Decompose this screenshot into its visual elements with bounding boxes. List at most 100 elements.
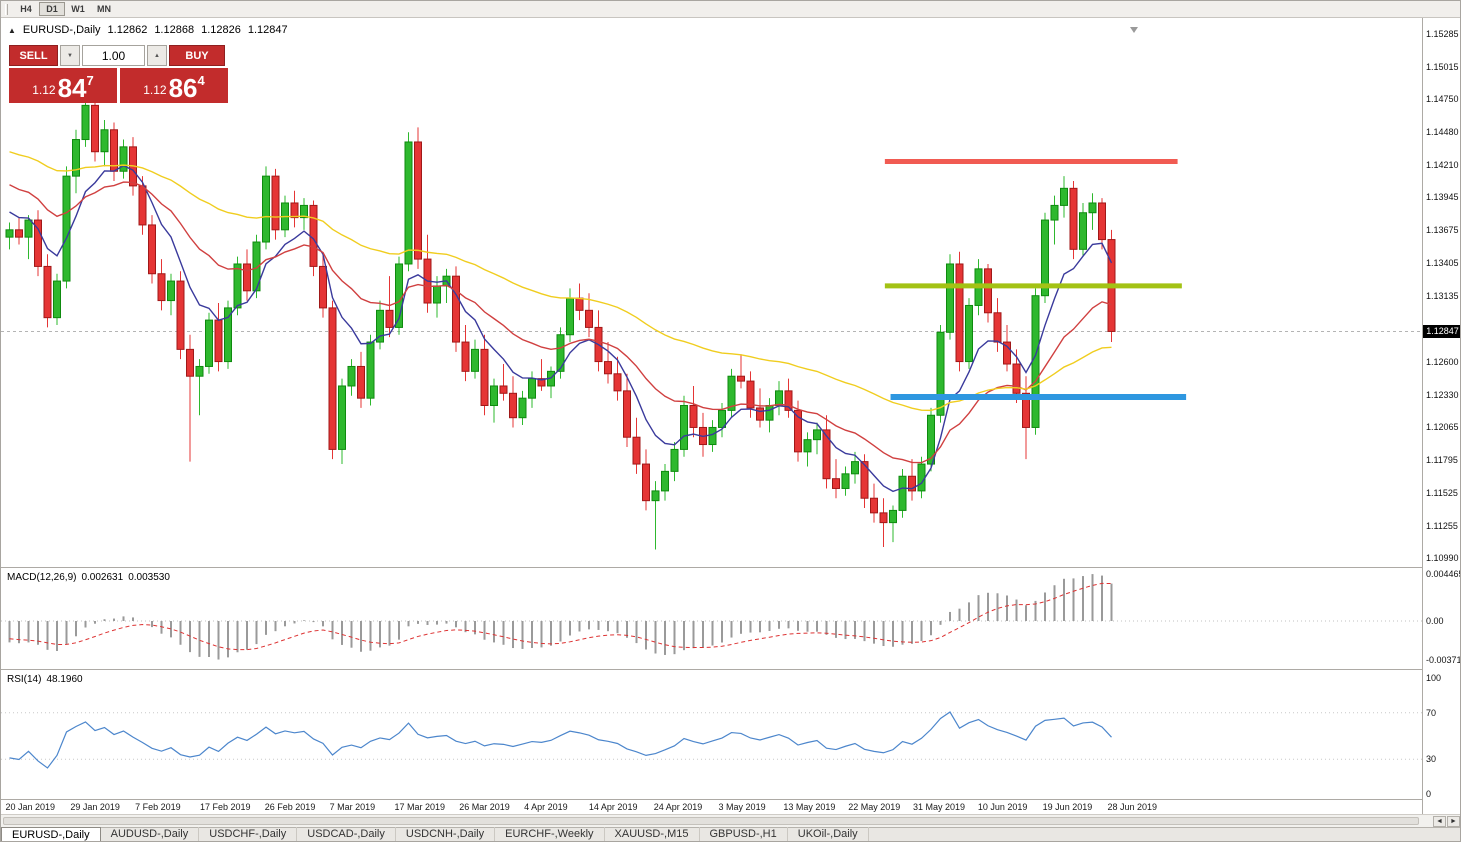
price-axis-label: 1.14750 [1426,94,1459,105]
price-axis-label: 1.15015 [1426,61,1459,72]
price-axis[interactable]: 1.15285 1.15015 1.14750 1.14480 1.14210 1.139… [1423,18,1461,814]
chart-tab[interactable]: USDCHF-,Daily [199,827,298,841]
timeframe-mn-button[interactable]: MN [91,2,117,16]
ohlc-close: 1.12847 [247,24,288,36]
price-axis-label: 1.12600 [1426,356,1459,367]
volume-input[interactable] [82,45,145,66]
macd-indicator-pane[interactable] [1,568,1422,669]
bid-price-tag: 1.12847 [1423,324,1460,338]
pane-separator[interactable] [1,669,1460,670]
sell-price-pip: 7 [86,73,94,88]
macd-signal-value: 0.003530 [128,572,170,583]
pane-separator[interactable] [1,799,1460,800]
rsi-axis-label: 70 [1426,707,1437,718]
date-axis[interactable]: 20 Jan 2019 29 Jan 2019 7 Feb 2019 17 Feb 2… [1,800,1422,814]
chart-scrollbar: ◄ ► [1,814,1460,827]
rsi-value: 48.1960 [46,674,83,685]
price-axis-label: 1.12330 [1426,389,1459,400]
volume-up-button[interactable]: ▲ [147,45,167,66]
chevron-up-icon: ▲ [154,52,160,59]
price-axis-label: 1.13945 [1426,192,1459,203]
moving-average-8 [9,164,1113,493]
macd-axis-label: -0.003715 [1426,655,1460,665]
date-axis-label: 10 Jun 2019 [977,802,1028,812]
macd-axis-label: 0.004465 [1426,569,1461,579]
chart-symbol-icon: ▲ [8,25,16,35]
date-axis-label: 26 Feb 2019 [264,802,316,812]
date-axis-label: 28 Jun 2019 [1107,802,1158,812]
buy-button[interactable]: BUY [169,45,225,66]
chart-symbol-label: EURUSD-,Daily [22,24,101,36]
macd-axis-label: 0.00 [1426,616,1444,626]
date-axis-label: 29 Jan 2019 [70,802,120,812]
macd-histogram [8,574,1113,660]
scroll-right-icon[interactable]: ► [1447,816,1460,827]
timeframe-h4-button[interactable]: H4 [13,2,39,16]
price-axis-label: 1.13135 [1426,291,1459,302]
sell-button[interactable]: SELL [9,45,58,66]
scrollbar-thumb[interactable] [3,817,1419,825]
chart-shift-marker-icon[interactable] [1130,27,1138,33]
date-axis-label: 14 Apr 2019 [588,802,638,812]
macd-indicator-label: MACD(12,26,9) 0.002631 0.003530 [7,572,175,583]
rsi-axis-label: 100 [1426,673,1442,683]
buy-price-prefix: 1.12 [143,83,167,97]
timeframe-w1-button[interactable]: W1 [65,2,91,16]
price-axis-divider [1422,18,1423,814]
rsi-indicator-label: RSI(14) 48.1960 [7,674,88,685]
chart-tab-bar: EURUSD-,Daily AUDUSD-,Daily USDCHF-,Daily U… [1,827,1460,841]
date-axis-label: 20 Jan 2019 [5,802,56,812]
rsi-indicator-pane[interactable] [1,670,1422,799]
rsi-axis-label: 30 [1426,754,1437,765]
volume-down-button[interactable]: ▼ [60,45,80,66]
chart-tab[interactable]: GBPUSD-,H1 [700,827,788,841]
rsi-axis-label: 0 [1426,789,1432,799]
date-axis-label: 7 Mar 2019 [329,802,376,812]
ohlc-low: 1.12826 [201,24,241,36]
sell-price-display[interactable]: 1.12 84 7 [9,68,117,103]
chart-tab[interactable]: XAUUSD-,M15 [605,827,700,841]
chart-tab[interactable]: EURUSD-,Daily [1,827,101,841]
main-price-chart[interactable] [1,18,1422,567]
price-axis-label: 1.11525 [1426,487,1458,498]
price-axis-label: 1.11255 [1426,520,1458,531]
toolbar-grip-icon[interactable] [5,3,8,15]
timeframe-toolbar: H4 D1 W1 MN [1,1,1460,18]
buy-price-big: 86 [168,73,198,103]
chart-tab[interactable]: USDCAD-,Daily [297,827,396,841]
price-axis-label: 1.10990 [1426,553,1459,563]
macd-main-value: 0.002631 [81,572,124,583]
sell-price-big: 84 [57,73,87,103]
chart-tab[interactable]: AUDUSD-,Daily [101,827,200,841]
date-axis-label: 4 Apr 2019 [524,802,568,812]
rsi-line [9,711,1112,769]
chart-ohlc-header: ▲ EURUSD-,Daily 1.12862 1.12868 1.12826 … [8,24,288,36]
price-axis-label: 1.13405 [1426,258,1459,269]
date-axis-label: 3 May 2019 [718,802,766,812]
date-axis-label: 17 Feb 2019 [199,802,251,812]
price-axis-label: 1.13675 [1426,225,1459,236]
moving-average-55 [9,151,1112,412]
chevron-down-icon: ▼ [67,52,73,59]
price-axis-label: 1.14210 [1426,160,1459,171]
date-axis-label: 31 May 2019 [913,802,966,812]
chart-tab[interactable]: EURCHF-,Weekly [495,827,605,841]
date-axis-label: 13 May 2019 [783,802,836,812]
date-axis-label: 24 Apr 2019 [653,802,703,812]
timeframe-d1-button[interactable]: D1 [39,2,65,16]
buy-price-display[interactable]: 1.12 86 4 [120,68,228,103]
ohlc-high: 1.12868 [154,24,195,36]
chart-tab[interactable]: USDCNH-,Daily [396,827,496,841]
chart-tab[interactable]: UKOil-,Daily [788,827,869,841]
scroll-left-icon[interactable]: ◄ [1433,816,1446,827]
price-axis-label: 1.11795 [1426,454,1458,465]
price-axis-label: 1.15285 [1426,29,1459,39]
ohlc-open: 1.12862 [107,24,148,36]
macd-title: MACD(12,26,9) [7,572,77,583]
buy-price-pip: 4 [197,73,205,88]
pane-separator[interactable] [1,567,1460,568]
date-axis-label: 26 Mar 2019 [459,802,510,812]
sell-price-prefix: 1.12 [32,83,56,97]
